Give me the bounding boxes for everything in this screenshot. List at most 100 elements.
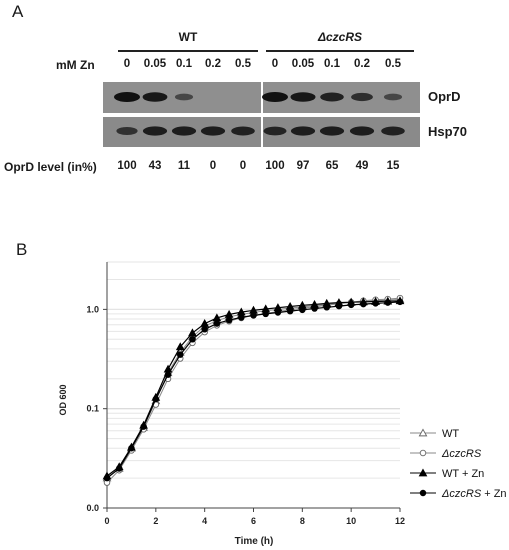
axes: 0 2 4 6 8 10 12 0.0 0.1 1.0 bbox=[86, 262, 405, 526]
data-point bbox=[200, 319, 210, 327]
lane-label: 0.2 bbox=[205, 58, 221, 70]
series-line bbox=[106, 300, 401, 477]
lane-label: 0.2 bbox=[354, 58, 370, 70]
legend-label: WT bbox=[442, 428, 459, 440]
legend-marker bbox=[418, 428, 428, 437]
data-point bbox=[188, 328, 197, 337]
lane-label: 0 bbox=[123, 58, 131, 70]
oprd-level-value: 15 bbox=[386, 160, 400, 172]
data-point bbox=[323, 304, 331, 311]
oprd-level-value: 43 bbox=[148, 160, 162, 172]
group-line-czcrs bbox=[266, 50, 414, 52]
group-label-czcrs: ΔczcRS bbox=[317, 30, 363, 44]
data-point bbox=[176, 351, 184, 358]
data-point bbox=[299, 306, 306, 314]
blot-band bbox=[381, 126, 405, 136]
data-point bbox=[250, 312, 257, 319]
legend-marker bbox=[419, 449, 427, 457]
data-point bbox=[103, 474, 111, 482]
x-tick-label: 12 bbox=[395, 516, 405, 526]
data-point bbox=[175, 342, 185, 351]
blot-band bbox=[290, 92, 316, 102]
legend: WT ΔczcRS WT + Zn ΔczcRS + Zn bbox=[410, 428, 507, 500]
blot-band bbox=[116, 127, 138, 135]
legend-label: WT + Zn bbox=[442, 468, 484, 480]
lane-label: 0.1 bbox=[324, 58, 340, 70]
blot-row-label-oprd: OprD bbox=[428, 89, 461, 104]
data-point bbox=[225, 316, 233, 324]
group-label-wt: WT bbox=[178, 30, 198, 44]
data-point bbox=[140, 423, 147, 430]
x-tick-label: 0 bbox=[104, 516, 109, 526]
legend-marker bbox=[418, 468, 428, 477]
oprd-level-value: 100 bbox=[265, 160, 285, 172]
oprd-level-value: 0 bbox=[239, 160, 247, 172]
blot-band bbox=[114, 92, 140, 102]
blot-band bbox=[263, 126, 287, 136]
series-line bbox=[106, 297, 401, 483]
data-point bbox=[396, 298, 404, 306]
series-0 bbox=[102, 294, 405, 482]
y-tick-label: 0.1 bbox=[86, 404, 99, 414]
blot-band bbox=[383, 93, 403, 101]
data-point bbox=[238, 314, 245, 321]
oprd-level-value: 100 bbox=[117, 160, 137, 172]
x-tick-label: 10 bbox=[346, 516, 356, 526]
data-point bbox=[360, 300, 367, 308]
data-point bbox=[213, 320, 221, 327]
oprd-level-value: 49 bbox=[355, 160, 369, 172]
blot-band bbox=[290, 126, 316, 136]
data-point bbox=[164, 371, 172, 378]
data-point bbox=[262, 310, 269, 318]
data-point bbox=[189, 336, 196, 343]
panel-b-letter: B bbox=[16, 240, 28, 259]
lane-label: 0.05 bbox=[291, 58, 315, 70]
data-point bbox=[286, 307, 294, 315]
lane-label: 0 bbox=[271, 58, 279, 70]
blot-band bbox=[171, 126, 197, 136]
series-3 bbox=[103, 298, 404, 482]
blot-band bbox=[320, 92, 344, 102]
series-layer bbox=[102, 294, 405, 486]
data-point bbox=[347, 301, 355, 309]
legend-label: ΔczcRS bbox=[441, 448, 482, 460]
data-point bbox=[128, 444, 135, 452]
oprd-level-value: 11 bbox=[177, 160, 191, 172]
x-tick-label: 8 bbox=[300, 516, 305, 526]
data-point bbox=[335, 302, 343, 310]
blot-row-label-hsp70: Hsp70 bbox=[428, 124, 468, 139]
oprd-level-value: 65 bbox=[325, 160, 339, 172]
data-point bbox=[152, 395, 160, 403]
zn-axis-label: mM Zn bbox=[56, 58, 95, 72]
x-tick-label: 2 bbox=[153, 516, 158, 526]
oprd-level-value: 0 bbox=[209, 160, 217, 172]
blot-band bbox=[319, 126, 345, 136]
data-point bbox=[311, 305, 318, 312]
data-point bbox=[372, 300, 379, 307]
blot-band bbox=[200, 126, 226, 136]
lane-label: 0.5 bbox=[235, 58, 251, 70]
blot-band bbox=[262, 92, 288, 102]
bands bbox=[114, 92, 405, 136]
oprd-level-value: 97 bbox=[296, 160, 310, 172]
series-line bbox=[106, 298, 401, 479]
x-tick-label: 6 bbox=[251, 516, 256, 526]
blot-band bbox=[142, 126, 168, 136]
blot-band bbox=[231, 126, 255, 136]
panel-a-letter: A bbox=[12, 2, 24, 21]
oprd-level-label: OprD level (in%) bbox=[4, 160, 97, 174]
blot-band bbox=[349, 126, 375, 136]
western-blot bbox=[103, 82, 420, 147]
blot-band bbox=[351, 92, 373, 102]
legend-label: ΔczcRS + Zn bbox=[441, 488, 507, 500]
blot-band bbox=[174, 93, 194, 101]
data-point bbox=[384, 299, 392, 306]
series-1 bbox=[103, 294, 404, 486]
y-tick-label: 0.0 bbox=[86, 503, 99, 513]
x-tick-label: 4 bbox=[202, 516, 207, 526]
data-point bbox=[274, 309, 282, 316]
lane-label: 0.1 bbox=[176, 58, 192, 70]
y-tick-label: 1.0 bbox=[86, 304, 99, 314]
data-point bbox=[115, 465, 123, 472]
